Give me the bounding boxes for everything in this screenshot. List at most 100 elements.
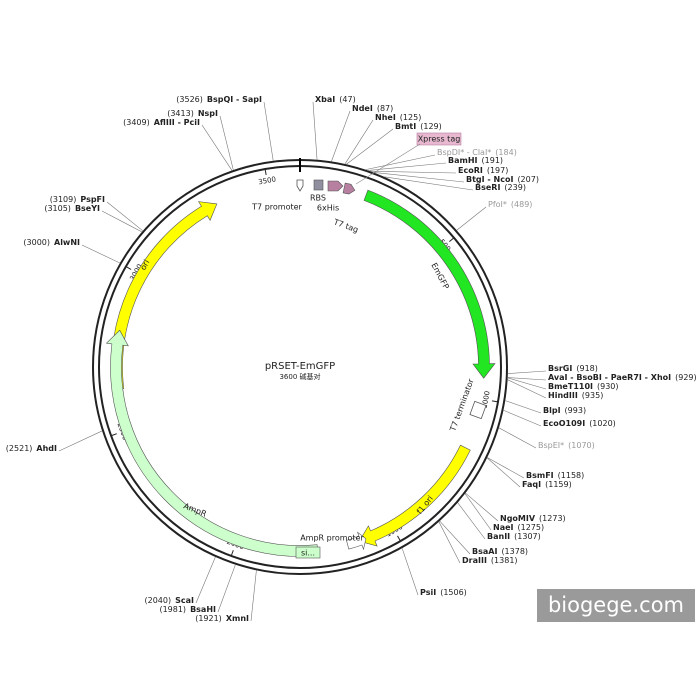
6xhis-arrow xyxy=(327,180,344,192)
t7-tag-arrow xyxy=(342,182,356,195)
tick-mark xyxy=(397,535,401,542)
site-position: (2521) xyxy=(6,444,33,453)
site-position: (929) xyxy=(675,373,697,382)
site-position: (489) xyxy=(511,200,533,209)
site-name: BanII xyxy=(487,532,510,541)
site-label: BmtI (129) xyxy=(395,122,442,131)
site-position: (1070) xyxy=(568,441,595,450)
site-name: NdeI xyxy=(352,104,373,113)
site-name: BspEI* xyxy=(538,441,564,450)
site-leader xyxy=(368,162,447,171)
site-leader xyxy=(370,170,457,174)
plasmid-size: 3600 碱基对 xyxy=(279,372,320,381)
site-name: PfoI* xyxy=(488,200,507,209)
site-label: BlpI (993) xyxy=(543,406,586,415)
site-name: BmeT110I xyxy=(548,382,593,391)
site-name: AvaI - BsoBI - PaeR7I - XhoI xyxy=(548,373,671,382)
site-name: FaqI xyxy=(522,480,541,489)
site-label: NaeI (1275) xyxy=(493,523,544,532)
site-leader xyxy=(106,201,143,232)
plasmid-name: pRSET-EmGFP xyxy=(265,361,335,372)
site-position: (1275) xyxy=(518,523,545,532)
site-name: BseRI xyxy=(475,183,500,192)
tick-mark xyxy=(125,266,132,270)
site-label: BamHI (191) xyxy=(448,156,503,165)
site-position: (1020) xyxy=(589,419,616,428)
f1-ori-arrow xyxy=(358,444,471,547)
site-name: EcoRI xyxy=(458,166,483,175)
site-label: (2040) ScaI xyxy=(145,596,195,605)
site-label: EcoRI (197) xyxy=(458,166,508,175)
site-position: (3526) xyxy=(176,95,203,104)
site-name: HindIII xyxy=(548,391,578,400)
site-leader xyxy=(498,427,537,449)
site-position: (1381) xyxy=(491,556,518,565)
site-label: AvaI - BsoBI - PaeR7I - XhoI (929) xyxy=(548,373,697,382)
emgfp-arrow xyxy=(363,189,496,379)
site-label: BseRI (239) xyxy=(475,183,526,192)
tick-mark xyxy=(110,433,117,437)
site-leader xyxy=(465,492,499,522)
tick-label: 1000 xyxy=(481,390,492,409)
site-leader xyxy=(365,154,436,170)
site-name: XbaI xyxy=(315,95,335,104)
site-label: HindIII (935) xyxy=(548,391,603,400)
feature-tag-label: Xpress tag xyxy=(418,135,461,144)
site-label: (3109) PspFI xyxy=(50,195,105,204)
site-position: (1158) xyxy=(558,471,585,480)
site-label: NdeI (87) xyxy=(352,104,393,113)
site-label: XbaI (47) xyxy=(315,95,356,104)
site-label: BspEI* (1070) xyxy=(538,441,595,450)
site-label: (3413) NspI xyxy=(167,109,218,118)
site-label: FaqI (1159) xyxy=(522,480,572,489)
site-label: BsaAI (1378) xyxy=(472,547,528,556)
tick-mark xyxy=(449,237,455,243)
leader-line xyxy=(355,143,421,185)
site-name: NheI xyxy=(375,113,396,122)
site-position: (1378) xyxy=(501,547,528,556)
site-position: (207) xyxy=(517,175,539,184)
site-leader xyxy=(101,210,142,233)
feature-label: T7 terminator xyxy=(448,377,476,433)
site-name: PspFI xyxy=(80,195,105,204)
site-name: NaeI xyxy=(493,523,514,532)
site-position: (918) xyxy=(576,364,598,373)
site-leader xyxy=(464,493,492,531)
site-leader xyxy=(457,502,486,540)
site-label: (3105) BseYI xyxy=(44,204,100,213)
site-leader xyxy=(439,520,471,555)
t7-promoter-shape xyxy=(296,179,304,192)
site-label: (1981) BsaHI xyxy=(159,605,216,614)
site-leader xyxy=(58,430,103,452)
site-leader xyxy=(438,521,461,564)
ampr-arrow xyxy=(105,329,319,557)
site-leader xyxy=(503,409,542,427)
site-label: NheI (125) xyxy=(375,113,421,122)
site-position: (1159) xyxy=(545,480,572,489)
site-leader xyxy=(507,377,547,381)
site-leader xyxy=(507,370,547,374)
ori-arrow xyxy=(111,201,218,391)
site-label: NgoMIV (1273) xyxy=(500,514,566,523)
site-leader xyxy=(505,400,542,414)
site-leader xyxy=(344,119,374,165)
site-name: BsmFI xyxy=(526,471,554,480)
site-label: EcoO109I (1020) xyxy=(543,419,616,428)
site-leader xyxy=(507,377,547,390)
site-leader xyxy=(487,457,525,479)
site-label: BanII (1307) xyxy=(487,532,541,541)
site-position: (191) xyxy=(482,156,504,165)
site-position: (993) xyxy=(565,406,587,415)
site-name: BamHI xyxy=(448,156,478,165)
site-name: ScaI xyxy=(175,596,194,605)
site-leader xyxy=(250,570,257,622)
site-leader xyxy=(486,457,521,488)
site-name: PsiI xyxy=(420,588,436,597)
site-name: XmnI xyxy=(226,614,249,623)
site-name: DraIII xyxy=(462,556,487,565)
tick-mark xyxy=(264,168,267,176)
feature-label: AmpR promoter xyxy=(300,534,364,543)
feature-label: ori xyxy=(139,258,152,271)
site-leader xyxy=(201,124,233,171)
